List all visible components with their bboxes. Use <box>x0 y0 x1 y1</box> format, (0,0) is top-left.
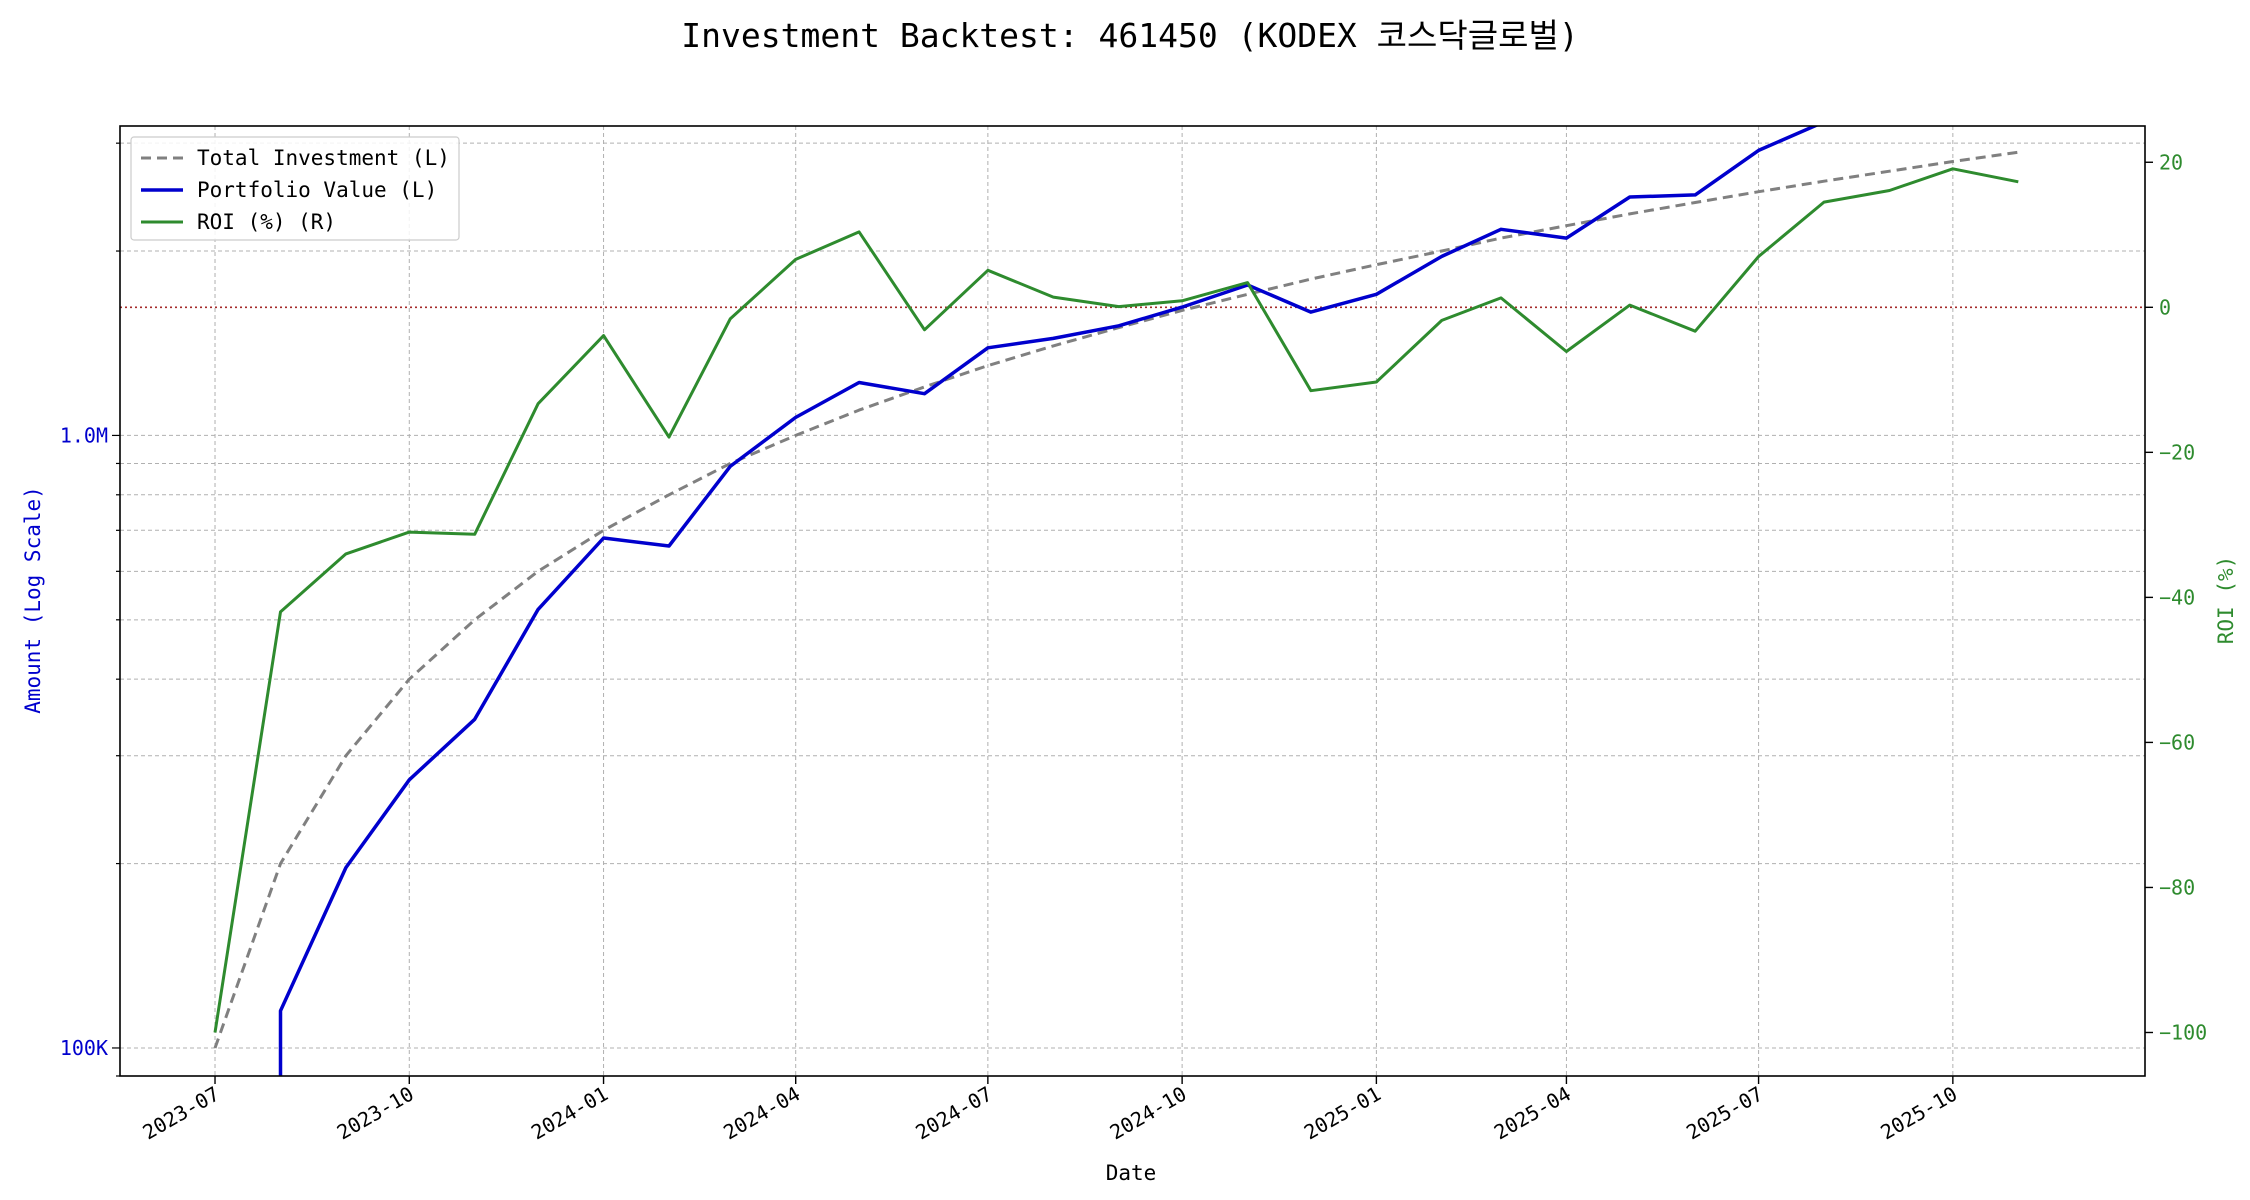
x-tick-label: 2025-04 <box>1490 1082 1575 1145</box>
right-tick-label: −60 <box>2159 730 2195 754</box>
left-tick-label: 100K <box>60 1036 108 1060</box>
right-tick-label: −40 <box>2159 585 2195 609</box>
right-tick-label: 20 <box>2159 150 2183 174</box>
right-tick-label: −100 <box>2159 1020 2207 1044</box>
portfolio-value-line <box>278 126 1819 1076</box>
legend-portfolio-value-label: Portfolio Value (L) <box>197 178 437 202</box>
total-investment-line <box>213 150 2019 1049</box>
x-tick-label: 2024-01 <box>527 1082 612 1145</box>
x-tick-label: 2023-07 <box>139 1082 224 1145</box>
x-tick-label: 2025-07 <box>1682 1082 1767 1145</box>
chart-title: Investment Backtest: 461450 (KODEX 코스닥글로… <box>681 16 1578 55</box>
right-tick-label: 0 <box>2159 295 2171 319</box>
left-tick-label: 1.0M <box>60 423 108 447</box>
x-tick-label: 2024-04 <box>719 1082 804 1145</box>
right-axis-label: ROI (%) <box>2214 556 2238 645</box>
right-tick-label: −20 <box>2159 440 2195 464</box>
legend-total-investment-label: Total Investment (L) <box>197 146 450 170</box>
x-tick-label: 2025-01 <box>1300 1082 1385 1145</box>
x-tick-label: 2025-10 <box>1876 1082 1961 1145</box>
axes: 2023-07 2023-10 2024-01 2024-04 2024-07 2024-… <box>60 142 2207 1145</box>
x-tick-label: 2023-10 <box>333 1082 418 1145</box>
right-tick-label: −80 <box>2159 875 2195 899</box>
roi-line <box>213 167 2019 1033</box>
legend-roi-label: ROI (%) (R) <box>197 210 336 234</box>
x-axis-label: Date <box>1106 1161 1157 1185</box>
grid <box>120 126 2145 1077</box>
series-group <box>213 126 2019 1076</box>
left-axis-label: Amount (Log Scale) <box>21 486 45 714</box>
plot-frame <box>119 125 2146 1077</box>
x-tick-label: 2024-10 <box>1106 1082 1191 1145</box>
x-tick-label: 2024-07 <box>911 1082 996 1145</box>
legend: Total Investment (L) Portfolio Value (L) R… <box>130 136 460 241</box>
legend-box <box>130 136 460 241</box>
